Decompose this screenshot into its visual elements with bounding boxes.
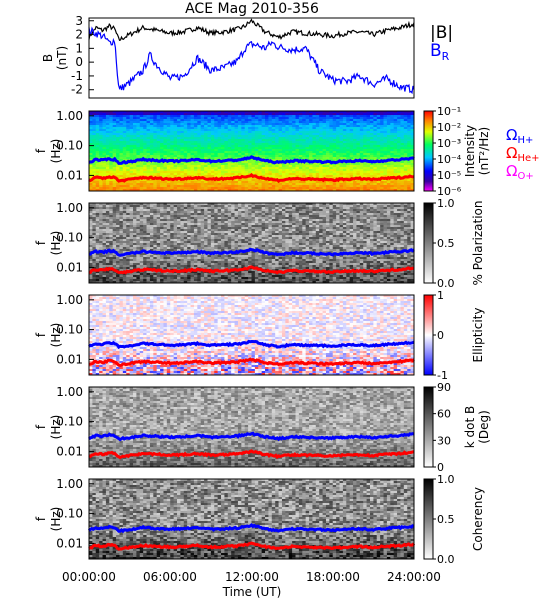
y-tick-label: 1.00 (56, 109, 83, 123)
colorbar-tick-label: 10⁻⁴ (437, 153, 462, 166)
chart-title: ACE Mag 2010-356 (185, 1, 319, 17)
y-tick-label: 3 (75, 14, 83, 28)
y-tick-label: 0 (75, 55, 83, 69)
colorbar-tick-label: 10⁻² (437, 121, 461, 134)
y-axis-label: (nT) (55, 46, 69, 70)
y-axis-label: B (41, 54, 55, 62)
colorbar-tick-label: 10⁻¹ (437, 105, 461, 118)
y-tick-label: 0.01 (56, 168, 83, 182)
panel-polarization: 1.000.100.01f (Hz)1.00.50.0% Polarization (34, 197, 485, 290)
y-tick-label: 1 (75, 41, 83, 55)
y-axis-label: f (34, 148, 48, 153)
y-tick-label: -2 (71, 83, 83, 97)
colorbar (424, 111, 433, 191)
colorbar-tick-label: 10⁻⁵ (437, 169, 461, 182)
panel-power-spectrum: 1.000.100.01f (Hz)10⁻¹10⁻²10⁻³10⁻⁴10⁻⁵10⁻… (34, 105, 491, 198)
colorbar-tick-label: 10⁻³ (437, 137, 461, 150)
y-tick-label: 2 (75, 28, 83, 42)
colorbar-label: (nT²/Hz) (477, 127, 491, 175)
y-tick-label: -1 (71, 69, 83, 83)
colorbar-label: Intensity (463, 125, 477, 177)
y-axis-label: (Hz) (49, 139, 63, 164)
